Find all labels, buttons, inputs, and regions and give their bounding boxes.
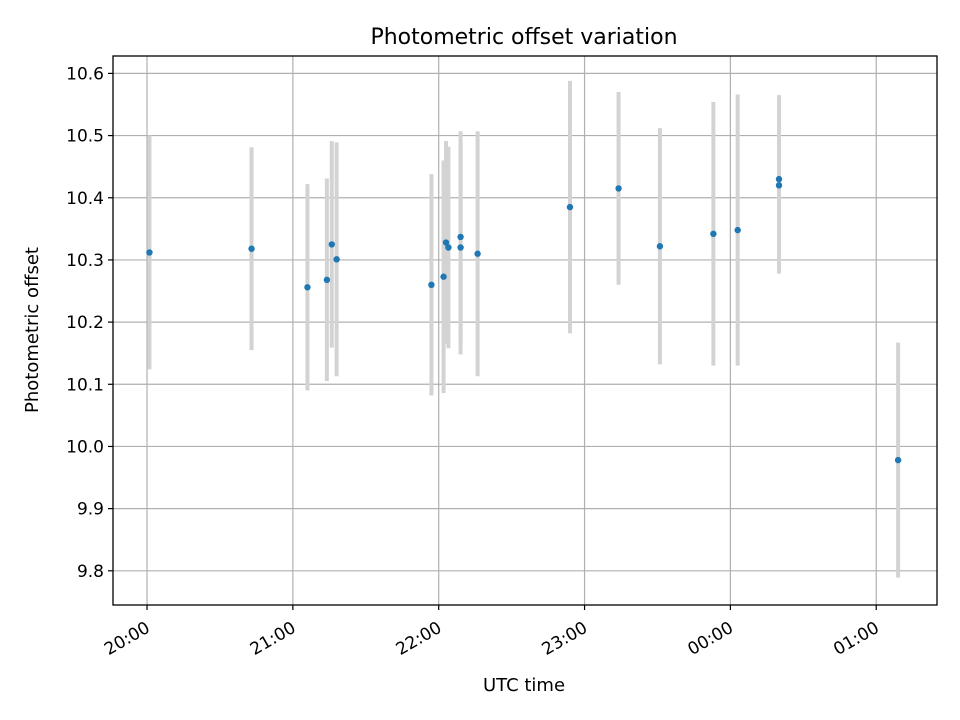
y-tick-label: 10.3 <box>66 251 104 271</box>
y-tick-label: 10.5 <box>66 127 104 147</box>
data-point <box>445 244 452 251</box>
y-tick-label: 10.1 <box>66 375 104 395</box>
data-point <box>734 226 741 234</box>
data-point <box>328 241 335 248</box>
data-point <box>333 256 340 263</box>
y-tick-label: 10.4 <box>66 189 104 209</box>
data-point <box>428 281 435 289</box>
data-point <box>146 249 153 256</box>
data-point <box>457 244 464 251</box>
y-tick-label: 9.8 <box>77 562 104 582</box>
data-point <box>304 284 311 291</box>
data-point <box>615 185 622 192</box>
data-point <box>775 175 783 183</box>
data-point <box>656 243 664 250</box>
data-point <box>440 273 447 280</box>
data-point <box>566 203 574 211</box>
y-axis-label: Photometric offset <box>22 247 43 413</box>
x-axis-label: UTC time <box>483 675 565 696</box>
data-point <box>894 456 902 464</box>
y-axis: 9.8 9.9 10.0 10.1 10.2 10.3 10.4 10.5 10.6 <box>66 64 113 582</box>
y-tick-label: 10.0 <box>66 437 104 457</box>
plot-frame <box>112 55 938 606</box>
data-points <box>146 175 902 464</box>
data-point <box>323 276 331 284</box>
y-tick-label: 10.6 <box>66 64 104 84</box>
data-point <box>775 182 783 189</box>
data-point <box>710 230 717 238</box>
data-point <box>442 239 450 246</box>
data-point <box>474 250 481 257</box>
y-tick-label: 10.2 <box>66 313 104 333</box>
y-tick-label: 9.9 <box>77 500 104 520</box>
chart-title: Photometric offset variation <box>370 25 677 50</box>
data-point <box>248 245 255 252</box>
data-point <box>457 233 464 241</box>
